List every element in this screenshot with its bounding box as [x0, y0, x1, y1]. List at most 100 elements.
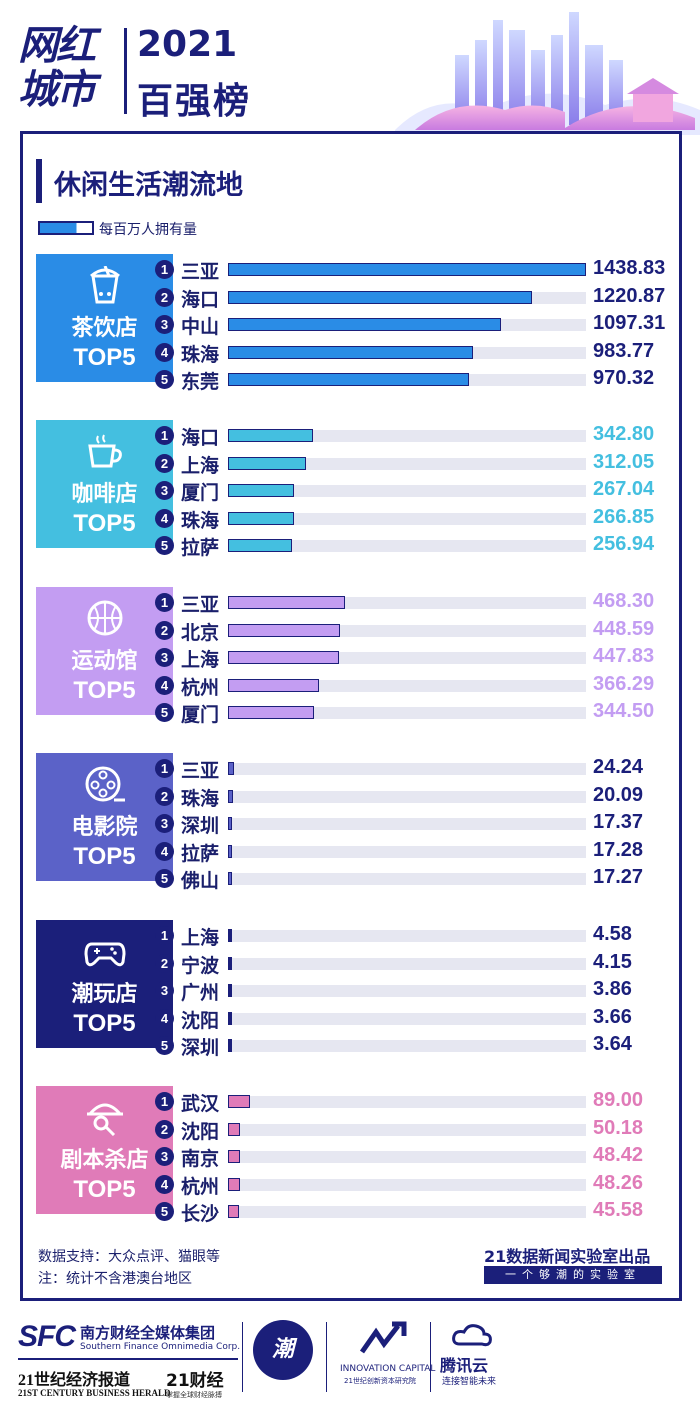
- value-label: 89.00: [593, 1089, 644, 1111]
- bar-row: 3 上海 447.83: [155, 644, 665, 671]
- bar-row: 5 佛山 17.27: [155, 865, 665, 892]
- rank-badge: 5: [155, 370, 174, 389]
- bar-row: 5 东莞 970.32: [155, 366, 665, 393]
- city-label: 珠海: [181, 509, 220, 532]
- city-label: 珠海: [181, 343, 220, 366]
- bar-row: 2 珠海 20.09: [155, 783, 665, 810]
- logo-line-1: 网红: [18, 23, 96, 69]
- rank-badge: 2: [155, 620, 174, 640]
- header: 网红 城市 2021 百强榜: [0, 0, 700, 135]
- city-skyline-illustration: [395, 12, 700, 135]
- rank-badge: 3: [155, 981, 174, 1000]
- herald-english: 21ST CENTURY BUSINESS HERALD: [18, 1388, 171, 1398]
- bar-track: [228, 512, 586, 525]
- bar-row: 1 武汉 89.00: [155, 1088, 665, 1115]
- sfc-logo: SFC: [18, 1320, 76, 1353]
- innovation-capital-icon: [359, 1321, 407, 1354]
- rank-badge: 1: [155, 593, 174, 612]
- bar-track: [228, 763, 586, 775]
- rank-badge: 2: [155, 786, 174, 806]
- value-label: 983.77: [593, 339, 655, 362]
- rank-badge: 5: [155, 1036, 174, 1055]
- bar-row: 3 中山 1097.31: [155, 311, 665, 338]
- category-name: 运动馆: [71, 649, 138, 674]
- rank-badge: 3: [155, 481, 174, 500]
- bar-track: [228, 430, 586, 442]
- value-label: 45.58: [593, 1199, 644, 1221]
- coffee-cup-icon: [84, 432, 126, 470]
- value-label: 267.04: [593, 478, 655, 500]
- value-label: 50.18: [593, 1116, 644, 1139]
- cj21-logo: 21财经: [166, 1371, 224, 1391]
- innovation-capital-chinese: 21世纪创新资本研究院: [344, 1377, 416, 1385]
- bar-row: 1 三亚 24.24: [155, 755, 665, 782]
- bar-row: 4 杭州 48.26: [155, 1171, 665, 1198]
- bar: [228, 539, 292, 552]
- category-tile-toys: 潮玩店 TOP5: [36, 920, 173, 1048]
- value-label: 3.66: [593, 1005, 632, 1028]
- bar-track: [228, 1123, 586, 1136]
- bar-track: [228, 790, 586, 803]
- rank-badge: 2: [155, 953, 174, 973]
- category-name: 茶饮店: [71, 316, 138, 341]
- rank-badge: 4: [155, 1008, 174, 1028]
- rank-badge: 5: [155, 703, 174, 722]
- rank-badge: 5: [155, 536, 174, 555]
- rank-badge: 4: [155, 841, 174, 861]
- bar-row: 2 北京 448.59: [155, 617, 665, 644]
- bar-row: 2 上海 312.05: [155, 450, 665, 477]
- bar-row: 4 拉萨 17.28: [155, 838, 665, 865]
- bar: [228, 511, 295, 525]
- bar-row: 2 海口 1220.87: [155, 284, 665, 311]
- city-label: 长沙: [181, 1203, 220, 1225]
- producer-label: 21数据新闻实验室出品: [484, 1247, 651, 1266]
- bar: [228, 1205, 240, 1218]
- bar: [228, 429, 314, 442]
- bar-row: 3 南京 48.42: [155, 1143, 665, 1170]
- rank-badge: 3: [155, 648, 174, 667]
- value-label: 17.37: [593, 811, 644, 833]
- bar: [228, 1150, 241, 1163]
- city-label: 拉萨: [181, 842, 220, 865]
- bar: [228, 872, 233, 885]
- bar-row: 3 厦门 267.04: [155, 477, 665, 504]
- city-label: 东莞: [181, 371, 220, 393]
- bar: [228, 956, 232, 970]
- cj21-tagline: 掌握全球财经脉搏: [166, 1391, 222, 1399]
- sfc-chinese-name: 南方财经全媒体集团: [80, 1324, 216, 1342]
- rank-badge: 1: [155, 759, 174, 778]
- data-source-note: 数据支持：大众点评、猫眼等: [38, 1249, 220, 1265]
- bar-row: 1 上海 4.58: [155, 922, 665, 949]
- city-label: 佛山: [181, 870, 220, 892]
- value-label: 3.86: [593, 978, 632, 1000]
- value-label: 256.94: [593, 533, 655, 555]
- film-reel-icon: [84, 765, 126, 803]
- gamepad-icon: [84, 932, 126, 970]
- bar-track: [228, 707, 586, 719]
- bar: [228, 318, 502, 331]
- rank-badge: 4: [155, 342, 174, 362]
- category-tile-murder: 剧本杀店 TOP5: [36, 1086, 173, 1214]
- bar: [228, 623, 340, 637]
- section-title-bar: [36, 159, 42, 203]
- bar-track: [228, 1012, 586, 1025]
- bar-row: 4 珠海 983.77: [155, 339, 665, 366]
- value-label: 4.58: [593, 923, 632, 945]
- tencent-cloud-tagline: 连接智能未来: [442, 1377, 497, 1387]
- value-label: 3.64: [593, 1033, 632, 1055]
- category-name: 潮玩店: [71, 982, 138, 1007]
- bar-row: 1 三亚 1438.83: [155, 256, 665, 283]
- value-label: 20.09: [593, 783, 644, 806]
- category-badge: TOP5: [73, 1010, 136, 1037]
- city-label: 海口: [181, 288, 220, 311]
- value-label: 448.59: [593, 617, 655, 640]
- brand-strip: SFC 南方财经全媒体集团 Southern Finance Omnimedia…: [0, 1310, 700, 1427]
- rank-badge: 3: [155, 315, 174, 334]
- city-label: 南京: [181, 1148, 220, 1170]
- bar: [228, 844, 233, 858]
- wanghong-city-logo: 网红 城市: [18, 24, 114, 116]
- category-name: 剧本杀店: [60, 1148, 149, 1173]
- city-label: 宁波: [181, 954, 220, 977]
- city-label: 拉萨: [181, 537, 220, 559]
- category-tile-coffee: 咖啡店 TOP5: [36, 420, 173, 548]
